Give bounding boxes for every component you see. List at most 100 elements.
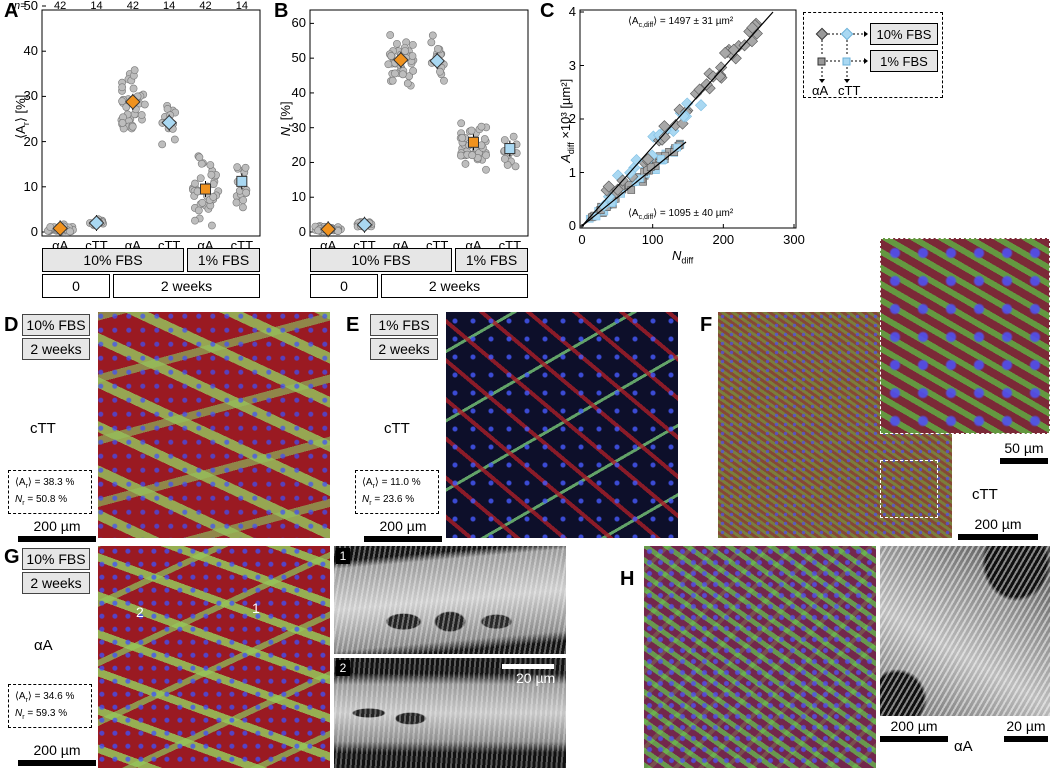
chart-a-point	[158, 140, 167, 149]
chart-c-point-10fbs	[700, 78, 713, 91]
d-type-label: cTT	[30, 420, 56, 437]
panel-label-f: F	[700, 314, 713, 336]
e-scalebar: 200 µm	[364, 518, 442, 542]
chart-c-point-10fbs	[719, 46, 732, 60]
chart-a-point	[194, 206, 203, 215]
g-time-box: 2 weeks	[22, 572, 90, 594]
chart-c-point-10fbs	[693, 83, 706, 96]
chart-a-n-label-4: 42	[199, 0, 212, 12]
chart-c-point-10fbs	[677, 110, 690, 123]
chart-b-point	[461, 160, 470, 168]
chart-a-frame	[41, 9, 261, 237]
chart-c-point-10fbs	[611, 183, 624, 196]
panel-label-e: E	[346, 314, 360, 336]
chart-a-n-label-1: 14	[90, 0, 103, 12]
chart-b-point	[398, 70, 407, 79]
chart-b-ytick-label-3: 30	[291, 119, 306, 135]
chart-b-point	[458, 134, 467, 142]
chart-a-mean-4	[200, 183, 211, 195]
g-stats-box: ⟨Ar⟩ = 34.6 % Nr = 59.3 %	[8, 684, 92, 728]
f-type-label: cTT	[972, 486, 998, 503]
g-micrograph	[98, 546, 330, 768]
chart-a-ytick-label-0: 0	[30, 224, 38, 239]
d-stats-box: ⟨Ar⟩ = 38.3 % Nr = 50.8 %	[8, 470, 92, 514]
chart-c-point-10fbs	[715, 61, 728, 74]
chart-a-point	[191, 179, 199, 188]
chart-b-frame	[309, 9, 529, 237]
chart-b-mean-5	[504, 143, 516, 155]
legend-aa: αA	[812, 83, 829, 98]
chart-a-point	[239, 203, 247, 212]
chart-a-point	[129, 84, 138, 93]
chart-b-point	[511, 162, 520, 171]
chart-a-n-label-5: 14	[235, 0, 248, 12]
e-fbs-box: 1% FBS	[370, 314, 438, 336]
h-type-label: αA	[954, 738, 973, 755]
chart-a-mean-0	[52, 220, 68, 237]
panel-label-g: G	[4, 546, 20, 568]
panel-label-c: C	[540, 0, 555, 22]
chart-b-point	[393, 39, 401, 48]
g-scalebar: 200 µm	[18, 742, 96, 766]
panel-label-b: B	[274, 0, 289, 22]
chart-b-point	[428, 31, 437, 40]
chart-b-mean-2	[393, 52, 409, 68]
cond-a-t0: 0	[42, 274, 110, 298]
e-type-label: cTT	[384, 420, 410, 437]
d-scalebar: 200 µm	[18, 518, 96, 542]
chart-a-point	[195, 153, 204, 162]
cond-b-fbs1: 1% FBS	[455, 248, 528, 272]
chart-a-point	[208, 221, 216, 230]
chart-c-ytick-label-2: 2	[568, 111, 576, 126]
chart-b-point	[482, 151, 491, 160]
e-time-box: 2 weeks	[370, 338, 438, 360]
chart-a-mean-1	[88, 215, 105, 231]
chart-b-point	[391, 69, 399, 78]
e-stats-box: ⟨Ar⟩ = 11.0 % Nr = 23.6 %	[355, 470, 439, 514]
chart-a-n-prefix: n=	[14, 0, 27, 12]
h-inset	[880, 546, 1050, 716]
g-inset-scalebar	[502, 664, 554, 669]
chart-c-point-10fbs	[694, 99, 708, 112]
chart-b-point	[467, 126, 476, 135]
chart-b-mean-1	[356, 216, 373, 233]
chart-c-point-1fbs	[657, 154, 665, 163]
chart-b-point	[409, 66, 418, 75]
chart-b-point	[401, 47, 410, 55]
chart-a-point	[242, 188, 250, 197]
chart-b-point	[434, 44, 442, 53]
cond-b-t2: 2 weeks	[381, 274, 528, 298]
chart-a-point	[137, 111, 146, 119]
panel-label-h: H	[620, 568, 635, 590]
chart-b-ytick-label-1: 10	[291, 189, 306, 205]
chart-c-point-10fbs	[738, 39, 751, 52]
chart-c-point-10fbs	[641, 153, 655, 166]
chart-b-point	[386, 31, 395, 39]
chart-c-xlabel: Ndiff	[672, 248, 694, 266]
chart-a-ytick-label-1: 10	[23, 178, 38, 194]
chart-a-point	[170, 135, 179, 144]
cond-a-fbs1: 1% FBS	[187, 248, 260, 272]
chart-b-point	[388, 76, 397, 85]
g-inset-1-badge: 1	[336, 548, 350, 564]
f-roi-box	[880, 460, 938, 518]
legend-ctt-1fbs	[842, 57, 851, 66]
chart-a-point	[140, 100, 149, 109]
chart-a-point	[207, 170, 216, 179]
legend-glyphs	[815, 27, 868, 83]
chart-a-mean-3	[161, 114, 177, 131]
chart-a-n-label-2: 42	[126, 0, 139, 12]
h-micrograph	[644, 546, 876, 768]
chart-b-point	[482, 165, 490, 174]
chart-a-point	[196, 174, 205, 183]
chart-c-ylabel: Adiff ×10³ [µm²]	[558, 78, 576, 163]
chart-b-ytick-label-4: 40	[291, 84, 306, 100]
g-mark-2: 2	[136, 604, 144, 620]
chart-a-point	[191, 216, 199, 225]
chart-b-point	[440, 76, 448, 85]
chart-a-point	[241, 163, 250, 172]
chart-a-ytick-label-4: 40	[23, 43, 38, 59]
chart-c-xtick-label-0: 0	[578, 232, 586, 247]
c-annotation-bottom: ⟨Ac,diff⟩ = 1095 ± 40 µm²	[628, 208, 734, 221]
chart-b-ytick-label-5: 50	[291, 50, 306, 66]
